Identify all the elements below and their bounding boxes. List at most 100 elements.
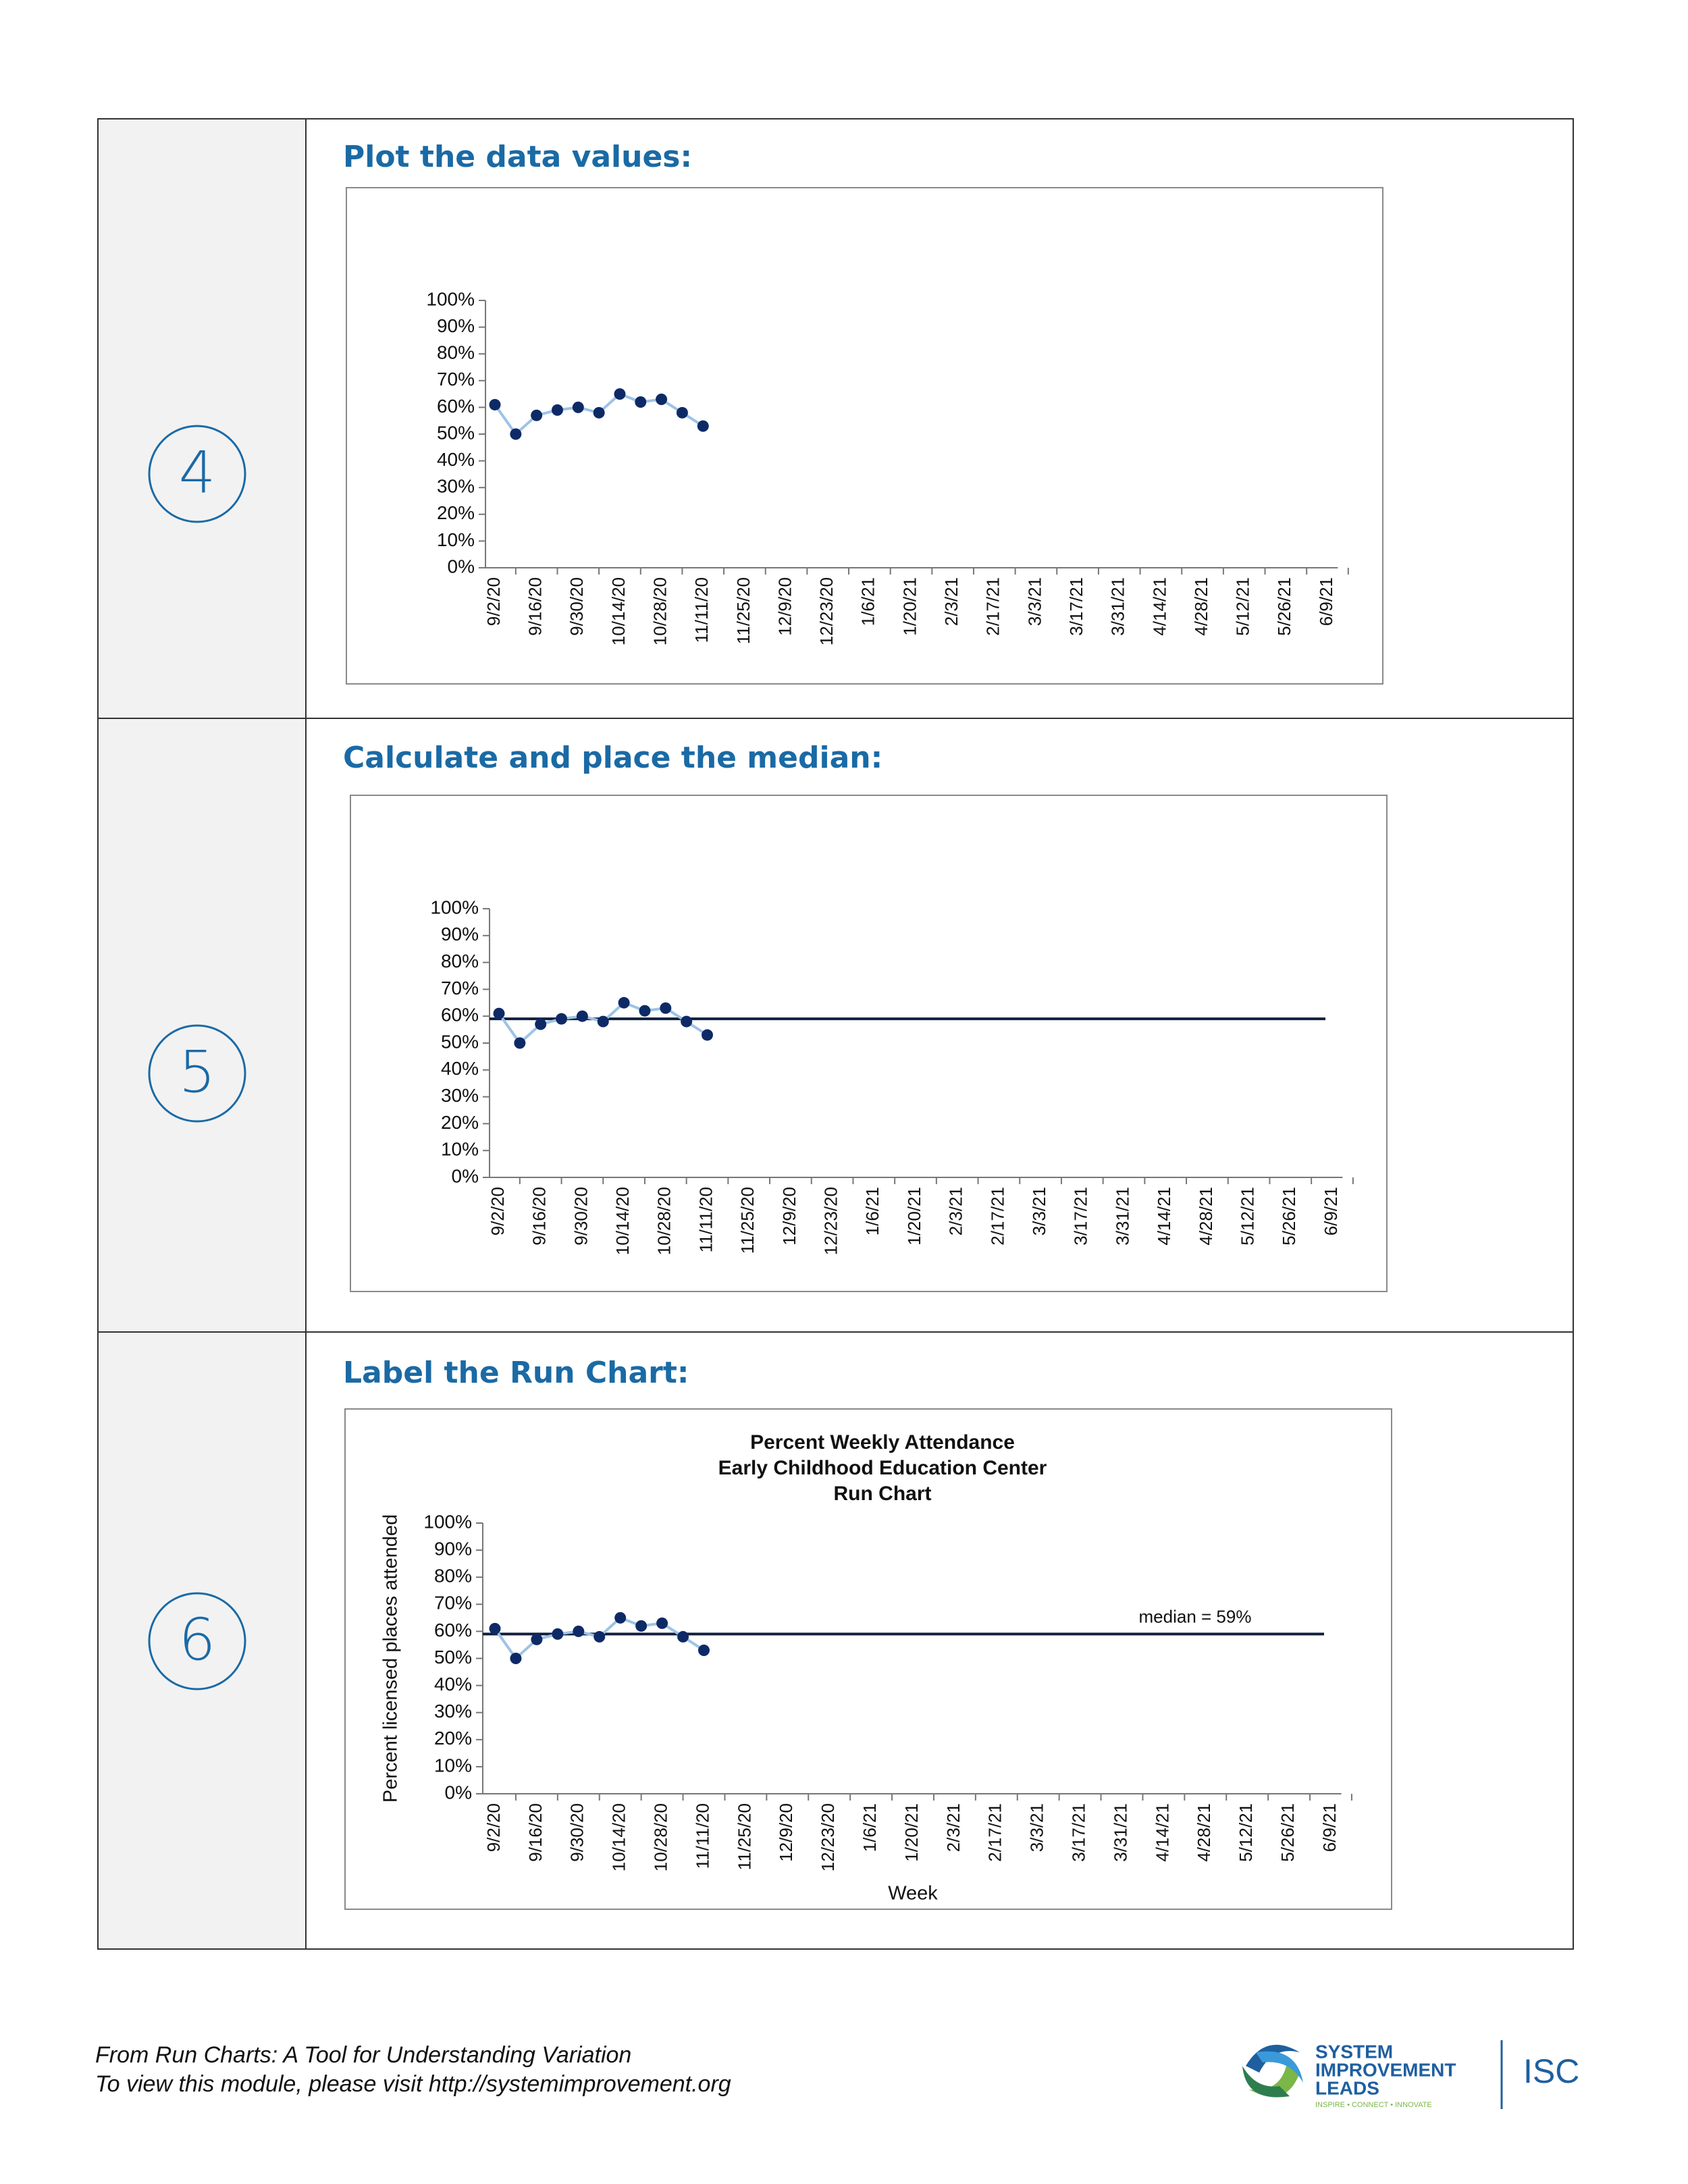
- step-number: 6: [179, 1607, 216, 1674]
- x-tick-label: 11/11/20: [692, 1803, 712, 1869]
- y-tick-label: 40%: [437, 449, 475, 470]
- x-tick-label: 6/9/21: [1321, 1187, 1341, 1235]
- y-tick-label: 100%: [423, 1511, 472, 1532]
- data-point: [514, 1037, 526, 1049]
- x-tick-label: 9/16/20: [529, 1187, 550, 1246]
- step-circle: [148, 1592, 246, 1690]
- x-tick-label: 2/17/21: [983, 577, 1003, 636]
- x-tick-label: 2/17/21: [985, 1803, 1005, 1862]
- x-tick-label: 6/9/21: [1319, 1803, 1340, 1852]
- chart-title: Early Childhood Education Center: [718, 1457, 1047, 1479]
- x-tick-label: 10/28/20: [650, 1803, 670, 1871]
- x-tick-label: 5/26/21: [1279, 1187, 1299, 1246]
- data-point: [594, 1630, 606, 1643]
- x-tick-label: 10/14/20: [609, 1803, 629, 1871]
- x-tick-label: 4/28/21: [1191, 577, 1211, 636]
- x-axis-label: Week: [888, 1883, 938, 1905]
- x-tick-label: 4/14/21: [1149, 577, 1169, 636]
- x-tick-label: 3/17/21: [1068, 1803, 1088, 1862]
- x-tick-label: 12/23/20: [818, 1803, 838, 1871]
- x-tick-label: 11/25/20: [737, 1187, 758, 1254]
- x-tick-label: 9/16/20: [525, 577, 546, 636]
- x-tick-label: 1/20/21: [904, 1187, 924, 1246]
- step-column: [98, 119, 306, 1949]
- data-point: [510, 1653, 522, 1664]
- x-tick-label: 1/6/21: [862, 1187, 882, 1235]
- x-tick-label: 5/12/21: [1233, 577, 1253, 636]
- y-tick-label: 70%: [441, 978, 479, 998]
- x-tick-label: 9/30/20: [566, 577, 587, 636]
- x-tick-label: 9/2/20: [483, 577, 504, 626]
- y-tick-label: 20%: [441, 1112, 479, 1133]
- x-tick-label: 9/30/20: [567, 1803, 587, 1862]
- x-tick-label: 3/17/21: [1066, 577, 1086, 636]
- data-point: [677, 1630, 689, 1643]
- logo-text: LEADS: [1315, 2077, 1379, 2098]
- x-tick-label: 2/3/21: [943, 1803, 964, 1852]
- x-tick-label: 4/14/21: [1154, 1187, 1174, 1246]
- median-label: median = 59%: [1139, 1606, 1252, 1626]
- data-point: [656, 394, 668, 406]
- x-tick-label: 12/9/20: [774, 577, 795, 636]
- x-tick-label: 4/28/21: [1196, 1187, 1216, 1246]
- x-tick-label: 1/6/21: [858, 577, 878, 626]
- data-point: [556, 1013, 568, 1025]
- x-tick-label: 11/25/20: [734, 1803, 754, 1870]
- y-tick-label: 20%: [437, 502, 475, 523]
- logo-text: SYSTEM: [1315, 2041, 1393, 2062]
- x-tick-label: 4/28/21: [1194, 1803, 1214, 1862]
- x-tick-label: 1/6/21: [860, 1803, 880, 1852]
- y-tick-label: 100%: [426, 288, 475, 309]
- x-tick-label: 5/12/21: [1237, 1187, 1257, 1246]
- step-circle: [148, 1024, 246, 1123]
- y-axis-label: Percent licensed places attended: [380, 1514, 402, 1803]
- x-tick-label: 5/12/21: [1236, 1803, 1256, 1862]
- x-tick-label: 10/14/20: [612, 1187, 633, 1255]
- logo: SYSTEM IMPROVEMENT LEADS INSPIRE • CONNE…: [1242, 2040, 1579, 2109]
- x-tick-label: 12/23/20: [820, 1187, 841, 1255]
- step-number: 5: [179, 1039, 216, 1107]
- y-tick-label: 10%: [437, 529, 475, 550]
- x-tick-label: 10/14/20: [608, 577, 629, 645]
- data-point: [573, 1625, 585, 1637]
- data-point: [614, 388, 626, 400]
- data-point: [635, 1620, 648, 1632]
- data-point: [676, 406, 688, 419]
- y-tick-label: 90%: [434, 1538, 472, 1559]
- step-heading: Label the Run Chart:: [343, 1356, 689, 1390]
- data-point: [702, 1029, 713, 1041]
- x-tick-label: 4/14/21: [1152, 1803, 1172, 1862]
- logo-swirl: [1256, 2051, 1303, 2083]
- data-point: [593, 406, 605, 419]
- chart-title: Percent Weekly Attendance: [750, 1431, 1015, 1454]
- data-point: [531, 1633, 543, 1645]
- y-tick-label: 0%: [452, 1165, 479, 1186]
- logo-text: IMPROVEMENT: [1315, 2059, 1456, 2080]
- y-tick-label: 30%: [437, 476, 475, 497]
- y-tick-label: 30%: [434, 1701, 472, 1722]
- x-tick-label: 3/3/21: [1024, 577, 1045, 626]
- x-tick-label: 12/9/20: [779, 1187, 799, 1246]
- x-tick-label: 1/20/21: [899, 577, 920, 636]
- y-tick-label: 50%: [437, 422, 475, 443]
- y-tick-label: 50%: [434, 1647, 472, 1668]
- data-point: [572, 401, 584, 413]
- y-tick-label: 80%: [437, 342, 475, 363]
- x-tick-label: 11/11/20: [695, 1187, 716, 1252]
- data-point: [531, 409, 543, 421]
- y-tick-label: 100%: [430, 897, 479, 917]
- logo-swirl: [1249, 2066, 1300, 2097]
- x-tick-label: 9/2/20: [487, 1187, 508, 1235]
- data-point: [489, 398, 501, 410]
- data-point: [552, 1628, 564, 1640]
- x-tick-label: 12/9/20: [776, 1803, 796, 1862]
- x-tick-label: 2/3/21: [941, 577, 961, 626]
- data-point: [697, 420, 709, 432]
- data-point: [681, 1015, 693, 1028]
- y-tick-label: 70%: [437, 369, 475, 390]
- x-tick-label: 5/26/21: [1274, 577, 1294, 636]
- x-tick-label: 9/16/20: [525, 1803, 546, 1862]
- y-tick-label: 40%: [434, 1674, 472, 1695]
- footer-link: To view this module, please visit http:/…: [95, 2071, 731, 2097]
